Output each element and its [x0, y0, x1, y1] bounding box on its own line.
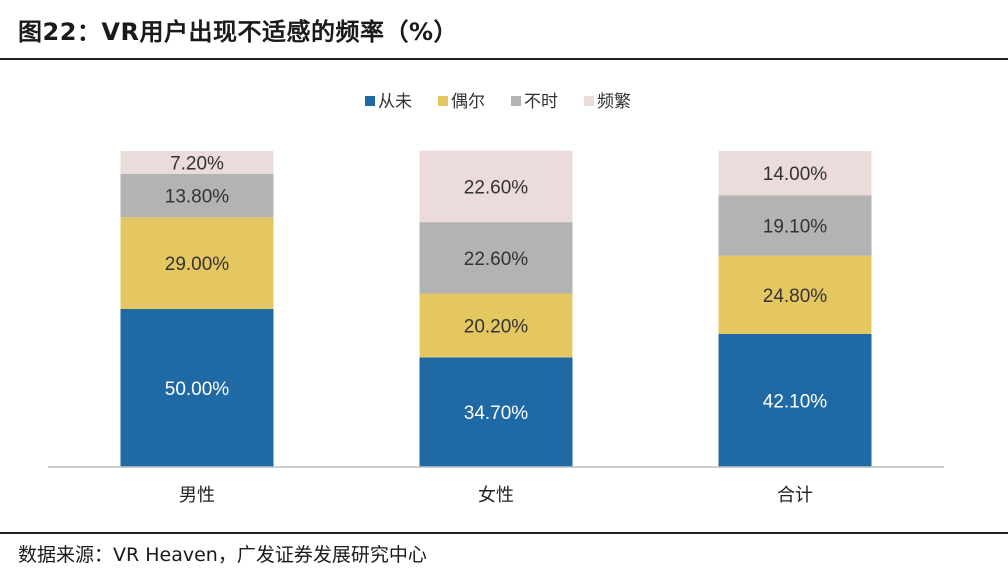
data-label-1-4: 7.20%: [170, 153, 224, 174]
data-label-2-2: 20.20%: [464, 316, 529, 337]
legend-label-3: 不时: [524, 92, 558, 112]
bar-segment-2-2: [419, 293, 573, 358]
bar-segment-3-3: [718, 195, 872, 256]
legend-label-4: 频繁: [597, 92, 631, 112]
bar-segment-2-4: [419, 150, 573, 223]
category-label-2: 女性: [478, 485, 514, 506]
bar-segment-3-2: [718, 255, 872, 334]
data-label-2-3: 22.60%: [464, 249, 529, 270]
data-label-1-1: 50.00%: [165, 379, 230, 400]
legend-label-1: 从未: [378, 92, 412, 112]
bars: 50.00% 29.00% 13.80% 7.20% 34.70% 20.20% 22.60…: [120, 150, 872, 467]
data-label-2-1: 34.70%: [464, 403, 529, 424]
bar-segment-3-4: [718, 151, 872, 196]
top-divider: [0, 58, 1008, 60]
category-label-1: 男性: [179, 485, 215, 506]
legend-swatch-4: [584, 96, 594, 106]
bar-segment-2-1: [419, 357, 573, 467]
data-label-3-4: 14.00%: [763, 164, 828, 185]
bar-segment-1-1: [120, 309, 274, 467]
bottom-divider: [0, 532, 1008, 534]
data-label-3-2: 24.80%: [763, 286, 828, 307]
data-label-2-4: 22.60%: [464, 177, 529, 198]
legend: 从未 偶尔 不时 频繁: [365, 92, 631, 112]
bar-segment-2-3: [419, 222, 573, 294]
legend-swatch-3: [511, 96, 521, 106]
category-label-3: 合计: [777, 485, 813, 506]
data-label-1-3: 13.80%: [165, 187, 230, 208]
category-labels: 男性 女性 合计: [179, 485, 813, 506]
legend-label-2: 偶尔: [451, 92, 485, 112]
bar-segment-1-4: [120, 151, 274, 174]
stacked-bar-chart: 从未 偶尔 不时 频繁 50.00% 29.00% 13.80% 7.20% 34.70% 20…: [48, 92, 944, 506]
bar-segment-3-1: [718, 333, 872, 467]
data-label-3-3: 19.10%: [763, 216, 828, 237]
legend-swatch-2: [438, 96, 448, 106]
bar-segment-1-2: [120, 217, 274, 309]
source-note: 数据来源：VR Heaven，广发证券发展研究中心: [18, 544, 427, 566]
chart-title: 图22：VR用户出现不适感的频率（%）: [18, 18, 458, 46]
bar-segment-1-3: [120, 173, 274, 218]
data-label-1-2: 29.00%: [165, 254, 230, 275]
data-label-3-1: 42.10%: [763, 391, 828, 412]
legend-swatch-1: [365, 96, 375, 106]
